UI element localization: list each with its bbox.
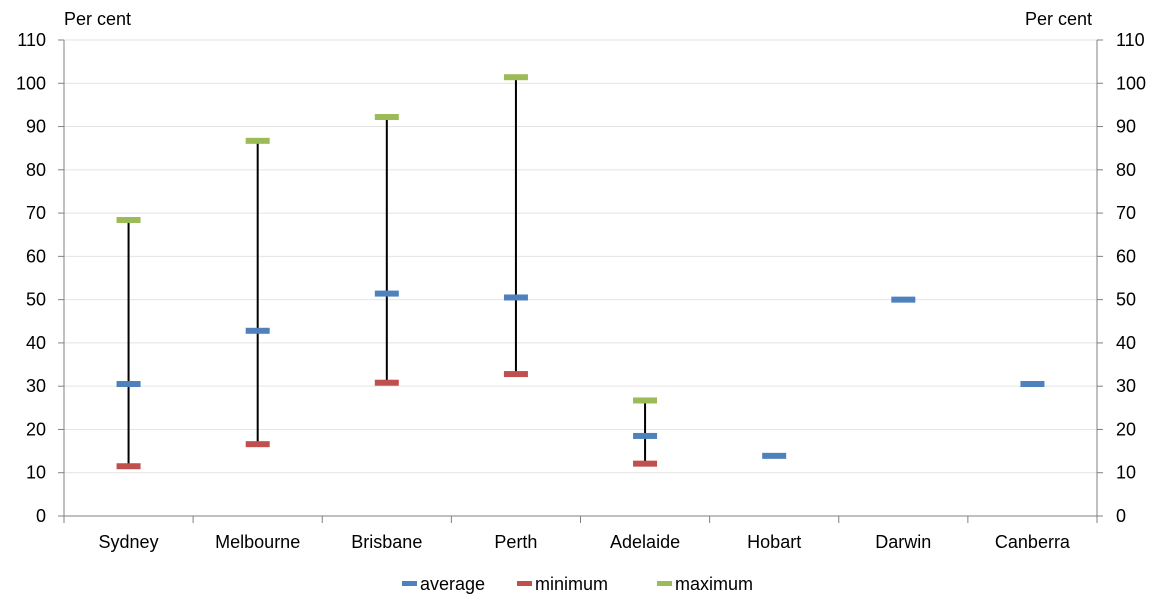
y-tick-labels-right: 0 10 20 30 40 50 60 70 80 90 100 110 — [1116, 30, 1146, 526]
x-tick-labels: Sydney Melbourne Brisbane Perth Adelaide Hoba… — [99, 532, 1071, 552]
minimum-marker — [374, 379, 399, 386]
legend-label-maximum: maximum — [675, 574, 753, 594]
y-tick-label-left: 60 — [26, 246, 46, 266]
average-marker — [762, 452, 787, 459]
x-tick-label: Darwin — [875, 532, 931, 552]
average-marker — [891, 296, 916, 303]
y-tick-label-right: 110 — [1116, 30, 1145, 50]
y-tick-label-left: 30 — [26, 376, 46, 396]
average-marker — [1020, 381, 1045, 388]
legend-label-minimum: minimum — [535, 574, 608, 594]
axes — [58, 39, 1103, 523]
y-tick-label-left: 0 — [36, 506, 46, 526]
maximum-marker — [503, 74, 528, 81]
y-tick-label-left: 100 — [16, 73, 46, 93]
y-tick-label-left: 80 — [26, 160, 46, 180]
y-tick-label-right: 50 — [1116, 290, 1136, 310]
y-tick-label-right: 80 — [1116, 160, 1136, 180]
minimum-marker — [245, 441, 270, 448]
y-tick-label-right: 30 — [1116, 376, 1136, 396]
average-marker — [116, 381, 141, 388]
maximum-marker — [374, 114, 399, 121]
y-tick-label-left: 70 — [26, 203, 46, 223]
average-marker — [503, 294, 528, 301]
y-tick-label-right: 40 — [1116, 333, 1136, 353]
x-tick-label: Perth — [494, 532, 537, 552]
legend-swatch-maximum — [657, 581, 672, 586]
maximum-marker — [633, 397, 658, 404]
maximum-marker — [245, 137, 270, 144]
average-marker — [633, 432, 658, 439]
x-tick-label: Hobart — [747, 532, 801, 552]
minimum-marker — [633, 460, 658, 467]
range-lines — [127, 77, 647, 467]
legend-swatch-minimum — [517, 581, 532, 586]
x-tick-label: Melbourne — [215, 532, 300, 552]
legend-swatch-average — [402, 581, 417, 586]
markers — [116, 74, 1045, 470]
x-tick-label: Adelaide — [610, 532, 680, 552]
y-tick-label-right: 0 — [1116, 506, 1126, 526]
grid — [64, 39, 1097, 474]
average-marker — [374, 290, 399, 297]
y-tick-labels-left: 0 10 20 30 40 50 60 70 80 90 100 110 — [16, 30, 46, 526]
x-tick-label: Sydney — [99, 532, 159, 552]
y-tick-label-right: 70 — [1116, 203, 1136, 223]
minimum-marker — [116, 463, 141, 470]
x-tick-label: Canberra — [995, 532, 1071, 552]
minimum-marker — [503, 371, 528, 378]
average-marker — [245, 327, 270, 334]
y-axis-label-left: Per cent — [64, 9, 131, 29]
x-tick-label: Brisbane — [351, 532, 422, 552]
y-axis-label-right: Per cent — [1025, 9, 1092, 29]
y-tick-label-left: 110 — [17, 30, 46, 50]
maximum-marker — [116, 217, 141, 224]
y-tick-label-right: 90 — [1116, 117, 1136, 137]
y-tick-label-left: 20 — [26, 419, 46, 439]
y-tick-label-right: 20 — [1116, 419, 1136, 439]
y-tick-label-left: 10 — [26, 463, 46, 483]
y-tick-label-left: 50 — [26, 290, 46, 310]
y-tick-label-left: 40 — [26, 333, 46, 353]
legend-label-average: average — [420, 574, 485, 594]
legend: average minimum maximum — [402, 574, 753, 594]
y-tick-label-right: 10 — [1116, 463, 1136, 483]
y-tick-label-right: 60 — [1116, 246, 1136, 266]
y-tick-label-left: 90 — [26, 117, 46, 137]
y-tick-label-right: 100 — [1116, 73, 1146, 93]
